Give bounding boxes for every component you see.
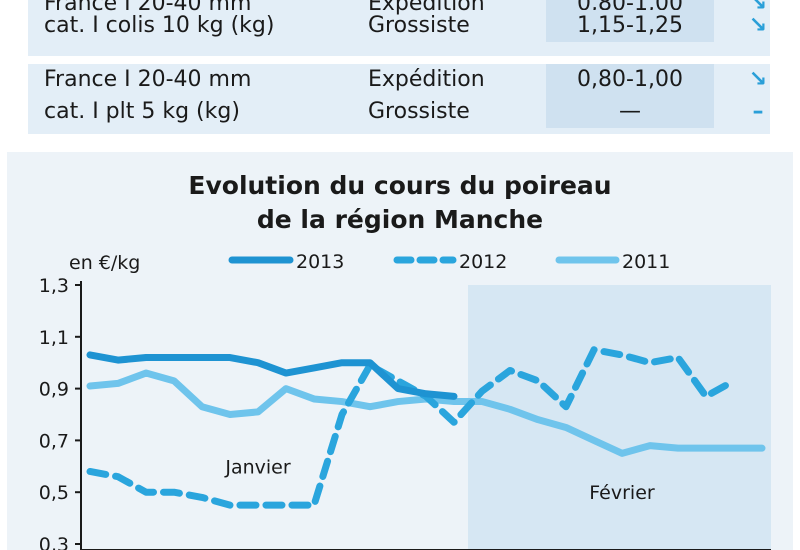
stage-label: Expédition bbox=[368, 67, 485, 92]
chart-title-line-1: Evolution du cours du poireau bbox=[188, 171, 611, 200]
chart-panel: Evolution du cours du poireau de la régi… bbox=[7, 152, 793, 550]
series-lines bbox=[86, 346, 766, 509]
trend-down-icon: ↘ bbox=[748, 0, 768, 16]
y-axis-unit-label: en €/kg bbox=[69, 252, 140, 274]
trend-down-icon: ↘ bbox=[748, 67, 768, 92]
y-tick-label: 0,5 bbox=[39, 482, 69, 504]
legend-label-2013: 2013 bbox=[296, 251, 344, 273]
y-tick-label: 0,9 bbox=[39, 379, 69, 401]
fevrier-band bbox=[468, 285, 771, 550]
price-value: 1,15-1,25 bbox=[546, 10, 714, 42]
trend-down-icon: ↘ bbox=[748, 13, 768, 38]
y-tick-label: 0,3 bbox=[39, 534, 69, 550]
period-label-fevrier: Février bbox=[589, 482, 655, 504]
price-value: 0,80-1,00 bbox=[546, 64, 714, 96]
series-line-2013 bbox=[86, 351, 458, 400]
y-tick-label: 0,7 bbox=[39, 430, 69, 452]
price-value: — bbox=[546, 96, 714, 128]
product-label: cat. I plt 5 kg (kg) bbox=[44, 99, 240, 124]
price-table: France I 20-40 mm Expédition 0,80-1,00 ↘… bbox=[28, 0, 770, 134]
row-separator bbox=[28, 56, 770, 64]
stage-label: Grossiste bbox=[368, 99, 470, 124]
stage-label: Expédition bbox=[368, 0, 485, 16]
legend-label-2011: 2011 bbox=[622, 251, 670, 273]
line-chart: Evolution du cours du poireau de la régi… bbox=[39, 171, 771, 550]
chart-title-line-2: de la région Manche bbox=[257, 205, 543, 234]
y-tick-label: 1,1 bbox=[39, 327, 69, 349]
product-label: cat. I colis 10 kg (kg) bbox=[44, 13, 275, 38]
product-label: France I 20-40 mm bbox=[44, 67, 252, 92]
y-axis-ticks: 1,3 1,1 0,9 0,7 0,5 0,3 bbox=[39, 275, 81, 550]
y-tick-label: 1,3 bbox=[39, 275, 69, 297]
legend-label-2012: 2012 bbox=[459, 251, 507, 273]
legend: 2013 2012 2011 bbox=[228, 251, 670, 273]
product-label: France I 20-40 mm bbox=[44, 0, 252, 16]
trend-flat-icon: – bbox=[752, 99, 764, 124]
stage-label: Grossiste bbox=[368, 13, 470, 38]
period-label-janvier: Janvier bbox=[224, 456, 291, 478]
